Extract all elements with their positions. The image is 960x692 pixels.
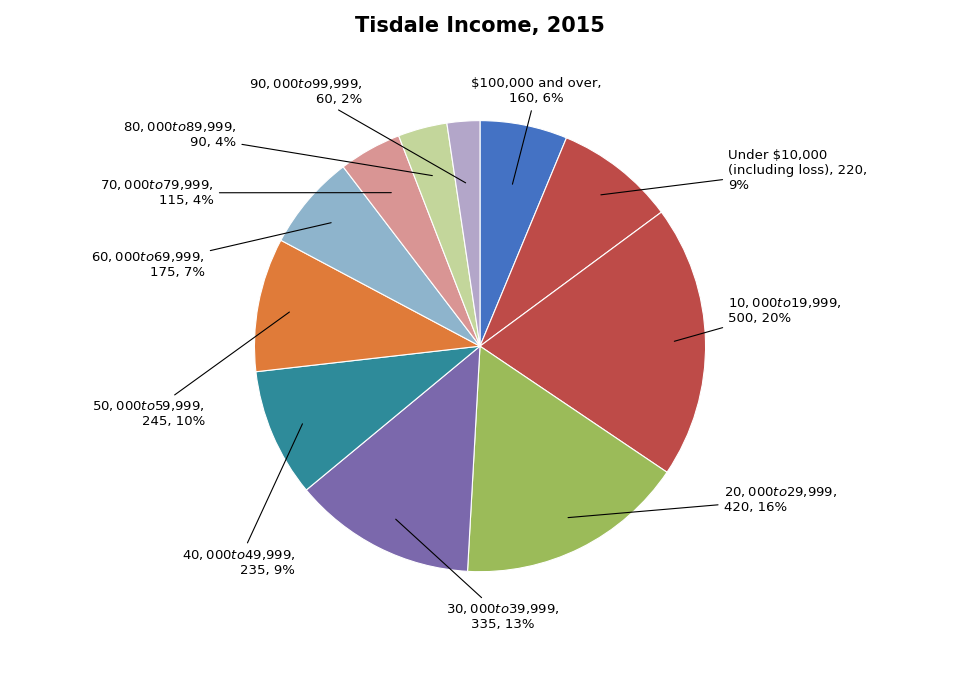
Text: $20,000 to $29,999,
420, 16%: $20,000 to $29,999, 420, 16% xyxy=(568,485,837,518)
Wedge shape xyxy=(446,120,480,346)
Wedge shape xyxy=(254,240,480,372)
Wedge shape xyxy=(281,167,480,346)
Wedge shape xyxy=(344,136,480,346)
Text: $100,000 and over,
160, 6%: $100,000 and over, 160, 6% xyxy=(471,78,602,184)
Wedge shape xyxy=(256,346,480,490)
Wedge shape xyxy=(306,346,480,572)
Text: $10,000 to $19,999,
500, 20%: $10,000 to $19,999, 500, 20% xyxy=(674,295,842,341)
Wedge shape xyxy=(480,120,566,346)
Wedge shape xyxy=(480,138,661,346)
Text: Under $10,000
(including loss), 220,
9%: Under $10,000 (including loss), 220, 9% xyxy=(601,149,867,195)
Text: $60,000 to $69,999,
175, 7%: $60,000 to $69,999, 175, 7% xyxy=(91,223,331,280)
Text: $70,000 to $79,999,
115, 4%: $70,000 to $79,999, 115, 4% xyxy=(101,179,392,208)
Wedge shape xyxy=(398,123,480,346)
Text: $90,000 to $99,999,
60, 2%: $90,000 to $99,999, 60, 2% xyxy=(250,77,466,183)
Wedge shape xyxy=(468,346,667,572)
Title: Tisdale Income, 2015: Tisdale Income, 2015 xyxy=(355,16,605,36)
Text: $40,000 to $49,999,
235, 9%: $40,000 to $49,999, 235, 9% xyxy=(181,424,302,577)
Text: $80,000 to $89,999,
90, 4%: $80,000 to $89,999, 90, 4% xyxy=(123,120,432,176)
Text: $50,000 to $59,999,
245, 10%: $50,000 to $59,999, 245, 10% xyxy=(92,312,289,428)
Wedge shape xyxy=(480,212,706,472)
Text: $30,000 to $39,999,
335, 13%: $30,000 to $39,999, 335, 13% xyxy=(396,519,560,631)
